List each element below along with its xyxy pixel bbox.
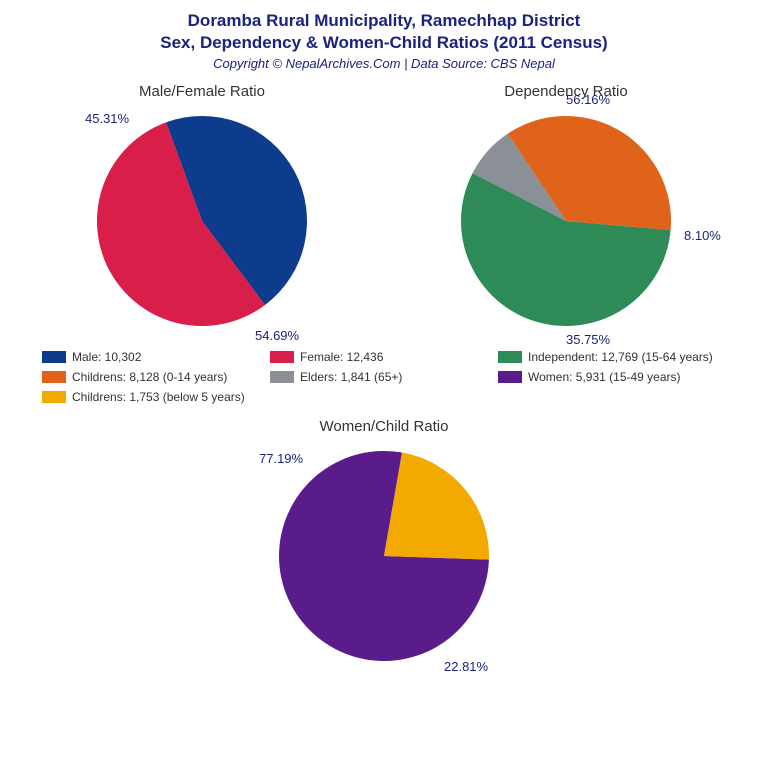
pct-label-female: 54.69% [255, 328, 299, 343]
pie-holder: 77.19% 22.81% [269, 441, 499, 671]
legend-swatch [498, 371, 522, 383]
women-child-pie [269, 441, 499, 671]
chart-title: Women/Child Ratio [320, 418, 449, 435]
legend-swatch [270, 351, 294, 363]
legend-swatch [270, 371, 294, 383]
legend-text: Childrens: 1,753 (below 5 years) [72, 390, 245, 404]
legend-swatch [42, 351, 66, 363]
legend-text: Women: 5,931 (15-49 years) [528, 370, 681, 384]
legend-item: Women: 5,931 (15-49 years) [498, 370, 726, 384]
pct-label-women: 77.19% [259, 451, 303, 466]
legend-text: Female: 12,436 [300, 350, 383, 364]
legend-item: Male: 10,302 [42, 350, 270, 364]
charts-top-row: Male/Female Ratio 45.31% 54.69% Dependen… [0, 83, 768, 336]
legend-text: Elders: 1,841 (65+) [300, 370, 402, 384]
legend-swatch [42, 371, 66, 383]
pct-label-elders: 8.10% [684, 228, 721, 243]
subtitle: Copyright © NepalArchives.Com | Data Sou… [0, 56, 768, 71]
legend: Male: 10,302 Female: 12,436 Independent: 1… [42, 350, 726, 404]
title-line1: Doramba Rural Municipality, Ramechhap Di… [0, 10, 768, 32]
legend-item: Female: 12,436 [270, 350, 498, 364]
legend-swatch [498, 351, 522, 363]
pct-label-children-u5: 22.81% [444, 659, 488, 674]
pct-label-children: 35.75% [566, 332, 610, 347]
sex-ratio-pie [87, 106, 317, 336]
legend-swatch [42, 391, 66, 403]
legend-item: Childrens: 8,128 (0-14 years) [42, 370, 270, 384]
pie-holder: 45.31% 54.69% [87, 106, 317, 336]
legend-text: Childrens: 8,128 (0-14 years) [72, 370, 227, 384]
legend-item: Childrens: 1,753 (below 5 years) [42, 390, 270, 404]
title-block: Doramba Rural Municipality, Ramechhap Di… [0, 0, 768, 71]
title-line2: Sex, Dependency & Women-Child Ratios (20… [0, 32, 768, 54]
legend-text: Male: 10,302 [72, 350, 141, 364]
legend-item: Elders: 1,841 (65+) [270, 370, 498, 384]
sex-ratio-chart: Male/Female Ratio 45.31% 54.69% [27, 83, 377, 336]
legend-text: Independent: 12,769 (15-64 years) [528, 350, 713, 364]
chart-title: Male/Female Ratio [139, 83, 265, 100]
pct-label-male: 45.31% [85, 111, 129, 126]
legend-item: Independent: 12,769 (15-64 years) [498, 350, 726, 364]
dependency-ratio-chart: Dependency Ratio 56.16% 8.10% 35.75% [391, 83, 741, 336]
pie-slice-children_u5 [384, 453, 489, 560]
pct-label-independent: 56.16% [566, 92, 610, 107]
pie-holder: 56.16% 8.10% 35.75% [451, 106, 681, 336]
women-child-chart: Women/Child Ratio 77.19% 22.81% [0, 418, 768, 671]
dependency-ratio-pie [451, 106, 681, 336]
